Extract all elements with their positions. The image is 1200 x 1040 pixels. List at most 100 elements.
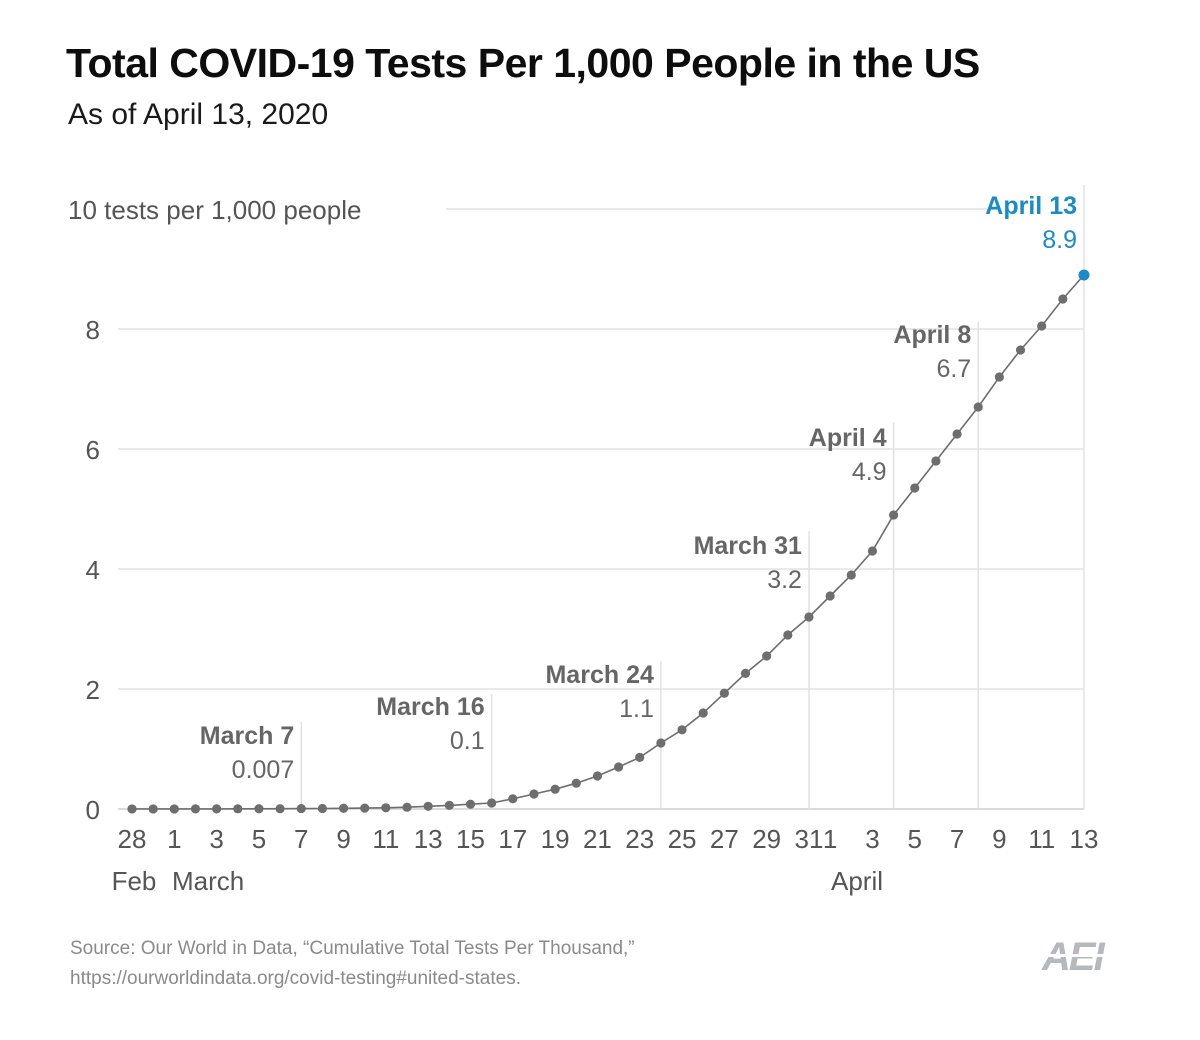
x-axis: 28 1 3 5 7 9 11 13 15 17 19 21 23 25 27 29 31 1 3 5 7 9 11 13Fe… (112, 824, 1099, 896)
x-tick-13: 25 (668, 824, 697, 854)
x-tick-17: 1 (823, 824, 837, 854)
data-point-18 (508, 794, 518, 804)
data-point-16 (465, 799, 476, 809)
x-tick-6: 11 (372, 824, 399, 854)
x-tick-5: 9 (336, 824, 350, 854)
data-point-10 (338, 803, 349, 813)
data-point-36 (889, 510, 899, 520)
annotation-label-march-24: March 24 (545, 661, 653, 689)
data-point-40 (973, 402, 983, 412)
annotation-label-march-16: March 16 (376, 693, 484, 721)
series-tests-per-thousand (127, 269, 1090, 814)
data-point-13 (402, 802, 412, 812)
data-point-30 (762, 651, 772, 661)
month-label-1: March (172, 866, 244, 896)
data-point-3 (190, 804, 201, 814)
data-point-32 (804, 612, 814, 622)
x-tick-15: 29 (752, 824, 781, 854)
aei-logo: AEI (1040, 936, 1136, 976)
annotation-value-april-8: 6.7 (936, 355, 971, 383)
data-point-41 (994, 372, 1004, 382)
data-point-26 (677, 725, 687, 735)
annotation-label-march-31: March 31 (694, 532, 802, 560)
annotation-label-april-8: April 8 (893, 321, 971, 349)
x-tick-18: 3 (865, 824, 879, 854)
data-point-9 (317, 803, 327, 814)
data-point-43 (1037, 321, 1047, 331)
data-point-34 (846, 570, 856, 580)
data-point-24 (635, 752, 645, 763)
x-tick-22: 11 (1028, 824, 1055, 854)
x-tick-10: 19 (541, 824, 570, 854)
x-tick-2: 3 (209, 824, 223, 854)
annotation-value-april-13: 8.9 (1042, 226, 1077, 254)
data-point-7 (275, 804, 285, 814)
x-tick-12: 23 (625, 824, 654, 854)
x-tick-11: 21 (583, 824, 612, 854)
y-tick-6: 6 (86, 435, 100, 465)
annotation-label-march-7: March 7 (200, 722, 294, 750)
data-point-25 (656, 738, 666, 748)
source-note: Source: Our World in Data, “Cumulative T… (70, 934, 635, 994)
month-label-0: Feb (112, 866, 157, 896)
annotation-label-april-13: April 13 (985, 192, 1077, 220)
data-point-44 (1058, 294, 1068, 304)
annotation-value-april-4: 4.9 (852, 458, 887, 486)
annotation-value-march-7: 0.007 (232, 756, 295, 784)
x-tick-8: 15 (456, 824, 485, 854)
data-point-22 (592, 771, 603, 781)
annotation-value-march-24: 1.1 (619, 695, 654, 723)
chart-title: Total COVID-19 Tests Per 1,000 People in… (66, 40, 980, 86)
y-axis: 0 2 4 6 8 (86, 315, 100, 825)
data-point-5 (233, 804, 243, 814)
x-tick-14: 27 (710, 824, 739, 854)
data-point-1 (148, 804, 158, 814)
data-point-12 (381, 803, 391, 813)
data-point-14 (423, 801, 433, 811)
x-tick-21: 9 (992, 824, 1006, 854)
x-tick-19: 5 (908, 824, 922, 854)
annotations: March 7 0.007 March 16 0.1 March 24 1.1 March … (200, 192, 1077, 784)
x-tick-1: 1 (167, 824, 181, 854)
data-point-23 (613, 762, 624, 772)
data-point-39 (952, 429, 962, 439)
data-point-8 (296, 803, 306, 814)
data-point-17 (487, 798, 497, 808)
x-tick-23: 13 (1070, 824, 1099, 854)
data-point-27 (698, 708, 708, 718)
gridlines (118, 208, 1084, 810)
data-point-6 (254, 804, 264, 814)
data-point-29 (740, 668, 751, 679)
x-tick-0: 28 (118, 824, 147, 854)
data-point-21 (571, 778, 581, 788)
x-tick-9: 17 (498, 824, 527, 854)
data-point-4 (212, 804, 222, 814)
x-tick-16: 31 (795, 824, 824, 854)
x-tick-20: 7 (950, 824, 964, 854)
data-point-11 (360, 803, 370, 813)
x-tick-4: 7 (294, 824, 308, 854)
logo-stripe (1040, 954, 1136, 957)
data-point-38 (931, 456, 941, 466)
annotation-guides (300, 185, 1085, 809)
annotation-value-march-31: 3.2 (767, 566, 802, 594)
chart-subtitle: As of April 13, 2020 (68, 98, 329, 131)
data-point-20 (550, 784, 560, 794)
x-tick-3: 5 (252, 824, 266, 854)
data-point-35 (867, 546, 878, 556)
data-point-15 (444, 800, 454, 811)
x-tick-7: 13 (414, 824, 443, 854)
data-point-31 (783, 630, 793, 640)
source-line-1: Source: Our World in Data, “Cumulative T… (70, 938, 635, 959)
y-unit-label: 10 tests per 1,000 people (68, 195, 361, 225)
data-point-28 (719, 688, 729, 698)
annotation-label-april-4: April 4 (809, 424, 887, 452)
data-point-0 (127, 804, 137, 814)
y-tick-8: 8 (86, 315, 100, 345)
data-point-45 (1078, 269, 1090, 281)
data-point-33 (825, 591, 835, 601)
y-tick-0: 0 (86, 795, 100, 825)
y-tick-2: 2 (86, 675, 100, 705)
data-point-37 (910, 483, 920, 493)
